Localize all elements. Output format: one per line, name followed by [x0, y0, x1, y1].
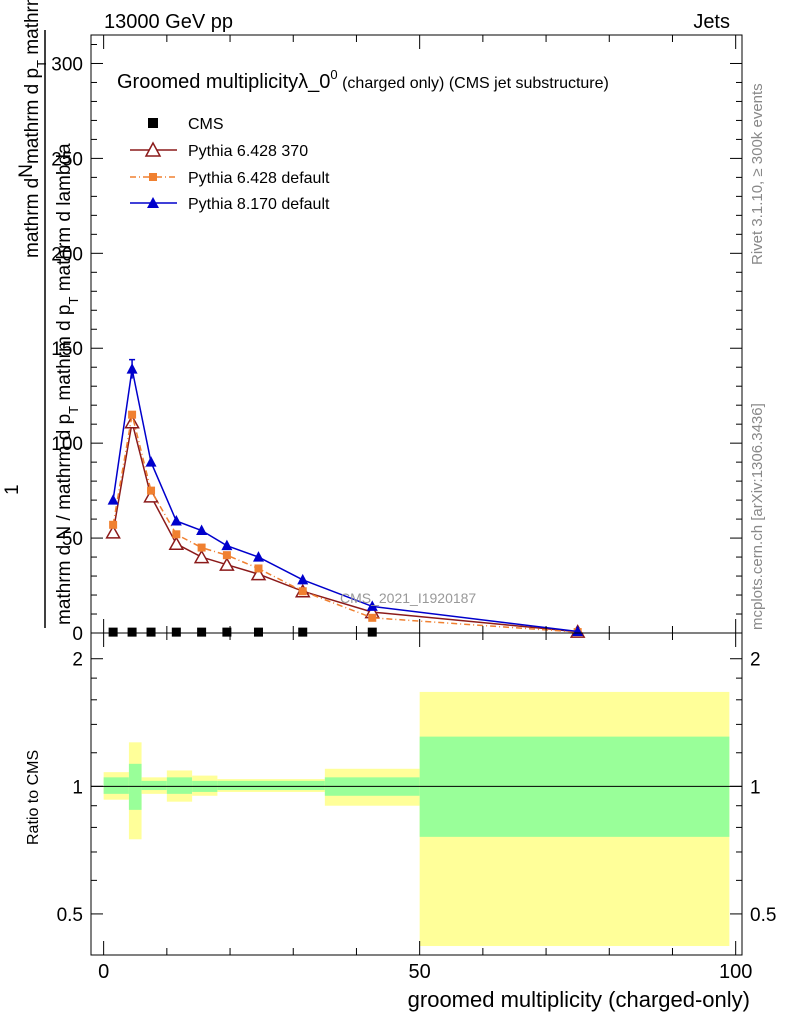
cms-point	[253, 627, 263, 637]
ratio-ytick-label-left: 0.5	[57, 905, 83, 926]
header-left: 13000 GeV pp	[104, 11, 233, 33]
legend-marker-cms	[148, 118, 158, 128]
series-point	[168, 536, 185, 551]
legend-item-pythia6-370: Pythia 6.428 370	[130, 141, 308, 160]
series-point	[109, 520, 118, 529]
header-right: Jets	[693, 11, 730, 33]
ratio-y-label: Ratio to CMS	[25, 750, 42, 845]
series-point	[254, 564, 263, 573]
series-point	[196, 524, 208, 535]
cms-point	[146, 627, 156, 637]
main-series-layer	[105, 358, 586, 638]
watermark: CMS_2021_I1920187	[340, 590, 476, 606]
cms-point	[222, 627, 232, 637]
main-ytick-label: 250	[51, 149, 83, 170]
series-point	[368, 613, 377, 622]
ratio-band-inner	[103, 777, 129, 794]
series-point	[197, 543, 206, 552]
ratio-band-inner	[217, 780, 325, 791]
legend-marker-pythia6-370	[144, 141, 162, 157]
legend: CMS Pythia 6.428 370 Pythia 6.428 defaul…	[130, 116, 330, 213]
series-point	[170, 514, 182, 526]
main-ytick-label: 100	[51, 434, 83, 455]
ratio-ytick-label-right: 0.5	[750, 905, 776, 926]
legend-item-pythia8: Pythia 8.170 default	[130, 196, 330, 213]
main-ytick-label: 50	[62, 529, 83, 550]
chart-title: Groomed multiplicityλ_00 (charged only) …	[117, 67, 609, 93]
ratio-ytick-label-left: 1	[72, 777, 83, 798]
ratio-ytick-label-right: 1	[750, 777, 761, 798]
series-line	[112, 368, 578, 633]
main-y-label-one: 1	[2, 484, 23, 495]
main-y-label: mathrm dNmathrm d pT mathrm d lambda 1 m…	[2, 0, 81, 628]
series-point	[366, 600, 378, 611]
side-label-mcplots: mcplots.cern.ch [arXiv:1306.3436]	[749, 403, 766, 630]
ratio-ytick-label-left: 2	[72, 650, 83, 671]
main-panel: CMS_2021_I1920187 0 50 100 150 200 250 300 Gro…	[51, 34, 743, 645]
series-0	[108, 627, 377, 637]
x-tick-label: 0	[98, 961, 109, 983]
main-ticks: 0 50 100 150 200 250 300	[51, 35, 742, 645]
series-point	[128, 410, 137, 419]
ratio-ytick-label-right: 2	[750, 650, 761, 671]
cms-point	[197, 627, 207, 637]
series-point	[147, 486, 156, 495]
cms-point	[298, 627, 308, 637]
legend-label-pythia8: Pythia 8.170 default	[188, 196, 330, 213]
series-point	[126, 363, 138, 374]
cms-point	[108, 627, 118, 637]
series-2	[109, 410, 582, 637]
series-line	[112, 414, 578, 633]
main-ytick-label: 300	[51, 54, 83, 75]
legend-label-pythia6-370: Pythia 6.428 370	[188, 143, 308, 160]
main-ytick-label: 200	[51, 244, 83, 265]
x-tick-label: 50	[409, 961, 431, 983]
x-tick-label: 100	[719, 961, 752, 983]
legend-marker-pythia6-default	[149, 173, 157, 181]
series-point	[252, 551, 264, 562]
cms-point	[171, 627, 181, 637]
cms-point	[367, 627, 377, 637]
x-axis-label: groomed multiplicity (charged-only)	[408, 987, 750, 1012]
legend-label-cms: CMS	[188, 116, 224, 133]
series-point	[222, 551, 231, 560]
main-y-label-numerator: mathrm dNmathrm d pT mathrm d lambda	[16, 0, 49, 258]
series-point	[297, 573, 309, 585]
series-point	[107, 494, 119, 505]
series-point	[219, 557, 235, 571]
ratio-band-inner	[166, 777, 193, 794]
series-3	[107, 358, 584, 636]
series-point	[250, 566, 267, 581]
series-point	[105, 524, 121, 539]
legend-label-pythia6-default: Pythia 6.428 default	[188, 170, 330, 187]
legend-item-cms: CMS	[148, 116, 224, 133]
ratio-panel: 0 50 100 0.5 0.5 1 1 2 2 Ratio to CMS groomed mu…	[25, 632, 776, 1012]
ratio-band-inner	[128, 763, 142, 810]
ratio-band-inner	[141, 780, 167, 791]
legend-item-pythia6-default: Pythia 6.428 default	[130, 170, 330, 187]
main-ytick-label: 0	[72, 624, 83, 645]
series-line	[112, 422, 578, 633]
main-y-label-denominator: mathrm d N / mathrm d pT mathrm d pT mat…	[54, 143, 81, 625]
series-point	[193, 549, 210, 564]
series-point	[298, 587, 307, 596]
series-point	[172, 530, 181, 539]
side-label-rivet: Rivet 3.1.10, ≥ 300k events	[749, 83, 766, 265]
legend-marker-pythia8	[147, 197, 159, 208]
ratio-band-layer	[91, 691, 742, 947]
ratio-ticks: 0 50 100 0.5 0.5 1 1 2 2	[57, 633, 776, 983]
series-point	[221, 539, 233, 551]
cms-point	[127, 627, 137, 637]
ratio-frame	[90, 632, 743, 956]
main-ytick-label: 150	[51, 339, 83, 360]
series-point	[145, 456, 157, 467]
